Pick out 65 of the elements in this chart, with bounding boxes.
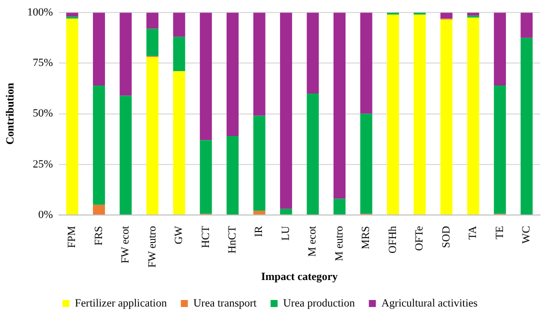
x-tick-label: IR [253, 225, 266, 237]
x-tick-label: M eutro [333, 225, 346, 262]
legend-label: Urea transport [193, 297, 257, 310]
bar [253, 210, 266, 214]
bar [173, 36, 186, 72]
bar [414, 14, 426, 214]
bar [146, 28, 158, 56]
x-tick-label: SOD [440, 226, 452, 248]
bar [146, 12, 158, 29]
x-tick-label: FW eutro [146, 225, 158, 268]
legend-label: Agricultural activities [381, 297, 478, 310]
bar [253, 12, 266, 116]
x-tick-label: FPM [66, 226, 78, 248]
legend-label: Urea production [283, 297, 356, 310]
bar [173, 12, 186, 37]
x-tick-label: TE [494, 226, 506, 240]
bar [360, 114, 372, 214]
bar [280, 208, 292, 214]
bar [494, 12, 506, 86]
x-tick-label: M ecot [306, 226, 319, 257]
bar [306, 12, 319, 94]
bar [467, 18, 480, 214]
x-tick-label: LU [280, 226, 292, 241]
bar [334, 198, 346, 214]
x-axis-title: Impact category [261, 271, 338, 284]
y-tick-label: 75% [32, 57, 53, 70]
bar [280, 12, 292, 209]
bar [494, 85, 506, 214]
y-axis-title: Contribution [4, 82, 16, 145]
x-tick-label: MRS [360, 226, 372, 250]
bar [173, 71, 186, 214]
x-tick-label: FW ecot [120, 226, 132, 264]
bar [92, 85, 105, 205]
y-tick-label: 50% [32, 108, 53, 120]
bar [520, 12, 533, 38]
bar [334, 12, 346, 199]
bar [253, 116, 266, 211]
bar [226, 12, 239, 136]
bar [520, 38, 533, 214]
bar [146, 57, 158, 214]
y-tick-label: 25% [32, 158, 53, 170]
y-tick-label: 100% [27, 6, 53, 18]
bar [66, 18, 78, 214]
x-tick-label: WC [520, 226, 533, 244]
x-tick-label: TA [467, 226, 480, 240]
bar [200, 140, 212, 214]
x-tick-label: OFHh [386, 225, 399, 254]
y-tick-label: 0% [38, 208, 53, 221]
bar [386, 14, 399, 214]
bar [120, 96, 132, 214]
x-tick-label: OFTe [414, 226, 426, 251]
bar [92, 204, 105, 214]
bar [120, 12, 132, 96]
bar [226, 136, 239, 214]
bar [440, 20, 452, 214]
x-tick-label: FRS [92, 226, 105, 246]
bar [306, 94, 319, 214]
legend-label: Fertilizer application [74, 297, 168, 310]
bar [360, 12, 372, 114]
x-tick-label: HCT [200, 226, 212, 248]
bar [440, 12, 452, 19]
bar [200, 12, 212, 140]
bar [92, 12, 105, 86]
x-tick-label: GW [173, 225, 186, 244]
x-tick-label: HnCT [226, 226, 238, 254]
